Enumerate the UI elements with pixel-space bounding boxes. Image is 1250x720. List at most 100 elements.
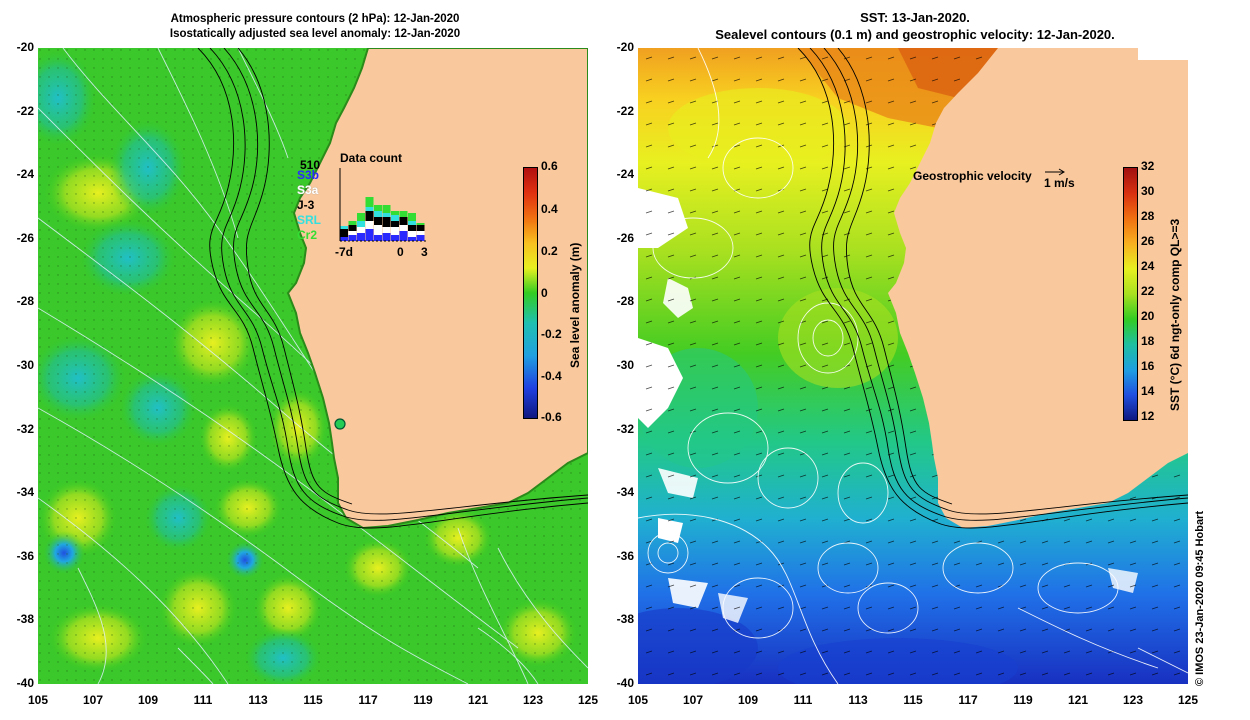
sea-level-anomaly-map[interactable]: [38, 48, 588, 684]
left-title-line1: Atmospheric pressure contours (2 hPa): 1…: [170, 13, 460, 25]
histogram-bar-segment: [357, 213, 365, 221]
right-lon-label: 111: [793, 693, 813, 707]
histogram-bar-segment: [399, 231, 408, 241]
sla-colorbar: [523, 167, 538, 419]
data-count-title: Data count: [340, 151, 403, 165]
histogram-bar-segment: [365, 207, 374, 211]
left-lat-label: -38: [16, 612, 34, 627]
sst-colorbar-tick: 22: [1141, 284, 1155, 298]
histogram-bar-segment: [408, 225, 416, 231]
satellite-legend-item: S3a: [297, 183, 319, 197]
histogram-bar-segment: [348, 235, 357, 241]
right-lat-label: -28: [616, 294, 634, 309]
histogram-bar-segment: [340, 229, 348, 237]
histogram-bar-segment: [340, 237, 348, 241]
left-lon-label: 121: [467, 693, 489, 707]
right-title-line1: SST: 13-Jan-2020.: [860, 10, 970, 25]
right-lat-label: -20: [616, 40, 634, 54]
histogram-bar-segment: [391, 211, 399, 215]
right-lon-label: 107: [682, 693, 704, 707]
histogram-tick-3: 3: [421, 245, 428, 259]
left-lat-label: -34: [16, 485, 34, 500]
histogram-bar-segment: [399, 225, 408, 231]
histogram-bar-segment: [365, 197, 374, 207]
sst-colorbar-tick: 14: [1141, 384, 1155, 398]
velocity-scale-label: 1 m/s: [1044, 176, 1075, 190]
histogram-bar-segment: [382, 233, 391, 241]
left-lat-label: -40: [16, 676, 34, 690]
histogram-bar-segment: [374, 205, 382, 211]
left-lat-label: -30: [16, 358, 34, 372]
right-lat-label: -26: [616, 230, 634, 245]
histogram-bar-segment: [357, 227, 365, 233]
left-lon-label: 107: [82, 693, 104, 707]
left-lon-label: 117: [358, 693, 378, 707]
velocity-scale-arrow: [1045, 168, 1065, 176]
right-lat-label: -24: [616, 167, 634, 182]
geostrophic-velocity-label: Geostrophic velocity: [913, 169, 1032, 183]
histogram-bar-segment: [399, 217, 408, 225]
left-lon-label: 105: [27, 693, 49, 707]
right-title-line2: Sealevel contours (0.1 m) and geostrophi…: [715, 27, 1115, 42]
right-lat-label: -38: [616, 612, 634, 627]
right-lon-label: 125: [1177, 693, 1199, 707]
histogram-bar-segment: [382, 217, 391, 227]
right-lon-label: 119: [1013, 693, 1033, 707]
satellite-legend-item: S3b: [297, 168, 320, 182]
sst-colorbar-tick: 32: [1141, 159, 1155, 173]
histogram-bar-segment: [408, 237, 416, 241]
histogram-bar-segment: [340, 226, 348, 229]
histogram-bar-segment: [374, 225, 382, 235]
sla-colorbar-tick: -0.4: [541, 369, 562, 383]
left-lat-label: -22: [16, 103, 34, 118]
sst-colorbar-tick: 28: [1141, 209, 1155, 223]
histogram-bar-segment: [408, 221, 416, 225]
histogram-bar-segment: [348, 231, 357, 235]
sst-colorbar-tick: 16: [1141, 359, 1155, 373]
data-count-max-label: 510: [300, 158, 321, 172]
sla-land: [286, 48, 588, 530]
right-lon-label: 109: [737, 693, 759, 707]
histogram-bar-segment: [365, 221, 374, 229]
sst-colorbar-tick: 20: [1141, 309, 1155, 323]
left-lon-label: 111: [193, 693, 213, 707]
left-lon-label: 115: [303, 693, 323, 707]
histogram-bar-segment: [365, 229, 374, 241]
histogram-bar-segment: [391, 215, 399, 221]
right-lon-label: 105: [627, 693, 649, 707]
left-title-line2: Isostatically adjusted sea level anomaly…: [169, 28, 461, 40]
left-lon-label: 125: [577, 693, 599, 707]
right-map-title: SST: 13-Jan-2020. Sealevel contours (0.1…: [640, 9, 1190, 43]
right-lon-label: 115: [903, 693, 923, 707]
right-lat-label: -22: [616, 103, 634, 118]
data-count-histogram: [339, 168, 428, 242]
left-lat-label: -36: [16, 548, 34, 563]
sst-map[interactable]: [638, 48, 1188, 684]
histogram-bar-segment: [399, 211, 408, 217]
tide-gauge-marker[interactable]: [334, 418, 346, 430]
right-lon-label: 123: [1122, 693, 1144, 707]
histogram-bar-segment: [374, 211, 382, 217]
histogram-bar-segment: [382, 205, 391, 213]
histogram-bar-segment: [382, 213, 391, 217]
sla-colorbar-tick: 0.6: [541, 159, 558, 173]
histogram-tick-0: 0: [397, 245, 404, 259]
sst-panel-gap: [1138, 48, 1188, 60]
right-lat-label: -30: [616, 358, 634, 372]
imos-credit: © IMOS 23-Jan-2020 09:45 Hobart: [1194, 510, 1206, 686]
right-lat-label: -34: [616, 485, 634, 500]
sst-land: [888, 48, 1188, 528]
histogram-bar-segment: [391, 227, 399, 235]
right-lon-label: 121: [1067, 693, 1089, 707]
left-lat-label: -32: [16, 421, 34, 436]
histogram-bar-segment: [408, 213, 416, 221]
sla-colorbar-tick: -0.6: [541, 410, 562, 424]
right-lat-label: -36: [616, 548, 634, 563]
sla-colorbar-title: Sea level anomaly (m): [568, 242, 582, 368]
sla-colorbar-tick: 0.4: [541, 202, 558, 216]
right-lon-label: 117: [958, 693, 978, 707]
right-lat-label: -32: [616, 421, 634, 436]
sst-colorbar-tick: 12: [1141, 409, 1155, 423]
satellite-legend-item: SRL: [297, 213, 321, 227]
sst-colorbar-tick: 24: [1141, 259, 1155, 273]
